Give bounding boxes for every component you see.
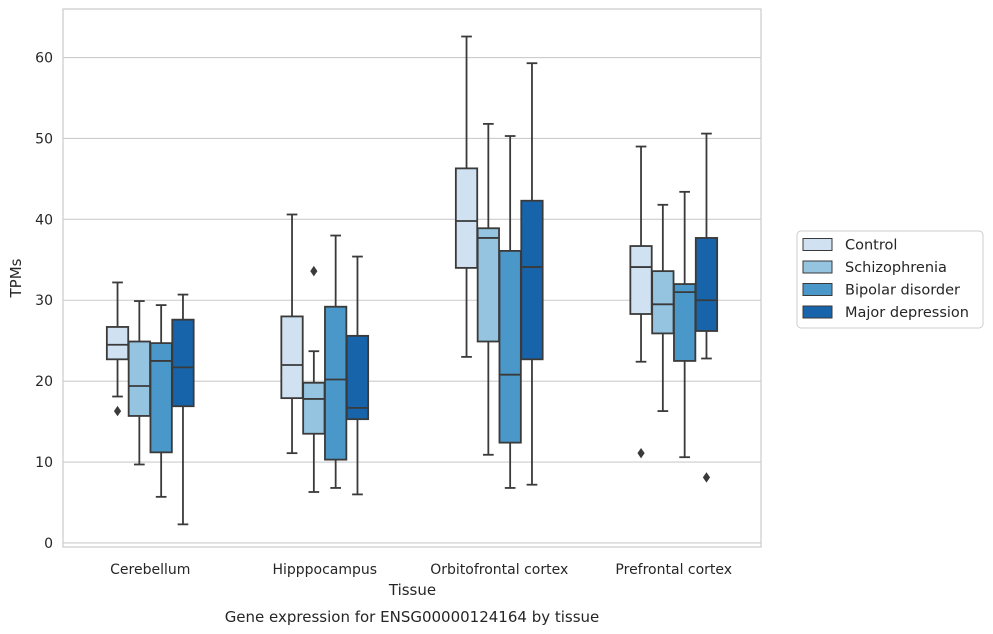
legend-swatch — [802, 283, 833, 296]
box-bipolar-disorder — [149, 304, 173, 498]
box-control — [454, 35, 479, 358]
box-bipolar-disorder — [498, 135, 522, 489]
legend-label: Bipolar disorder — [845, 283, 960, 299]
box-iqr — [694, 237, 719, 332]
box-iqr — [476, 227, 500, 343]
box-major-depression — [520, 62, 544, 486]
box-schizophrenia — [651, 203, 675, 412]
y-tick-label: 30 — [35, 293, 53, 309]
chart-caption: Gene expression for ENSG00000124164 by t… — [225, 608, 600, 626]
box-schizophrenia — [302, 265, 326, 493]
y-tick-label: 0 — [44, 536, 53, 552]
y-tick-labels: 0 10 20 30 40 50 60 — [35, 51, 53, 552]
outlier-point — [702, 472, 711, 483]
box-iqr — [454, 167, 479, 269]
box-iqr — [171, 318, 195, 408]
box-iqr — [127, 340, 151, 417]
box-iqr — [651, 270, 675, 335]
legend-swatch — [802, 305, 833, 319]
legend-frame — [796, 230, 984, 329]
legend-swatch — [802, 260, 833, 274]
y-tick-label: 60 — [35, 51, 53, 67]
box-iqr — [105, 326, 130, 361]
outlier-point — [310, 265, 318, 277]
plot-frame — [62, 8, 762, 548]
legend-swatch — [802, 238, 833, 251]
legend-label: Major depression — [845, 305, 969, 321]
boxes-layer — [105, 35, 719, 526]
box-control — [105, 281, 130, 417]
box-major-depression — [171, 293, 195, 526]
box-control — [629, 145, 653, 459]
y-axis-label: TPMs — [7, 258, 25, 298]
box-iqr — [345, 334, 370, 421]
box-bipolar-disorder — [673, 190, 697, 459]
box-iqr — [520, 199, 544, 361]
x-tick-label: Prefrontal cortex — [615, 562, 732, 578]
y-tick-label: 50 — [35, 131, 53, 147]
x-tick-label: Hipppocampus — [272, 562, 377, 578]
box-major-depression — [345, 255, 370, 496]
box-iqr — [280, 315, 304, 400]
box-bipolar-disorder — [324, 234, 348, 489]
box-iqr — [673, 283, 697, 362]
box-schizophrenia — [127, 300, 151, 466]
x-axis-label: Tissue — [388, 581, 436, 599]
box-schizophrenia — [476, 122, 500, 456]
box-iqr — [629, 245, 653, 315]
outlier-point — [113, 405, 122, 417]
box-major-depression — [694, 132, 719, 483]
y-tick-label: 10 — [35, 455, 53, 471]
box-iqr — [324, 305, 348, 461]
box-iqr — [302, 381, 326, 435]
box-iqr — [498, 249, 522, 444]
x-tick-label: Orbitofrontal cortex — [430, 562, 568, 578]
legend-label: Control — [845, 238, 897, 254]
x-tick-labels: Cerebellum Hipppocampus Orbitofrontal cort… — [110, 562, 732, 578]
box-control — [280, 213, 304, 455]
outlier-point — [637, 447, 645, 459]
legend-label: Schizophrenia — [845, 260, 947, 276]
legend: Control Schizophrenia Bipolar disorder Majo… — [796, 230, 984, 329]
y-tick-label: 20 — [35, 374, 53, 390]
x-tick-label: Cerebellum — [110, 562, 190, 578]
y-tick-label: 40 — [35, 212, 53, 228]
box-iqr — [149, 342, 173, 454]
